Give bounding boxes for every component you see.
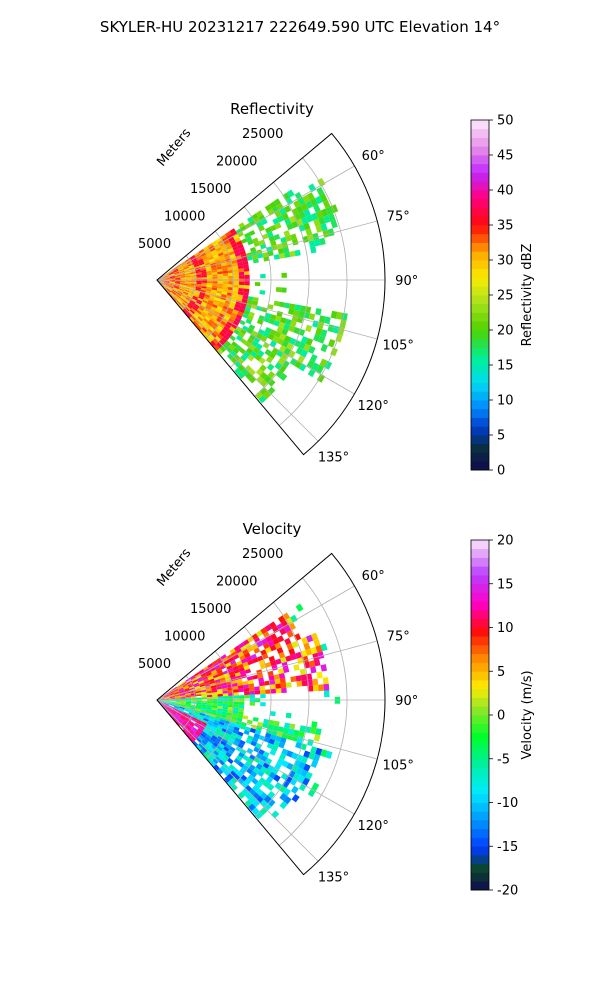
azimuth-tick-label: 135° xyxy=(318,451,349,466)
velocity-field xyxy=(158,603,341,820)
polar-grid xyxy=(156,157,385,442)
colorbar-tick-label: 20 xyxy=(497,534,514,549)
azimuth-spoke xyxy=(156,220,378,281)
range-tick-label: 20000 xyxy=(216,155,257,170)
colorbar-gradient xyxy=(471,120,489,471)
colorbar-tick-label: -15 xyxy=(497,840,518,855)
colorbar-tick-label: 20 xyxy=(497,324,514,339)
reflectivity-panel: 60° 75° 90° 105° 120° 135° 5000 10000 15000 20000… xyxy=(138,100,418,466)
colorbar-tick-label: 10 xyxy=(497,394,514,409)
colorbar-tick-label: 5 xyxy=(497,665,505,680)
range-tick-label: 5000 xyxy=(138,237,171,252)
range-ring xyxy=(254,602,310,817)
azimuth-tick-label: 105° xyxy=(383,339,414,354)
colorbar-label: Reflectivity dBZ xyxy=(520,244,535,347)
azimuth-tick-label: 90° xyxy=(395,694,418,709)
colorbar-tick-label: -20 xyxy=(497,884,518,899)
colorbar-tick-label: 40 xyxy=(497,184,514,199)
range-ring xyxy=(205,650,234,759)
colorbar-tick-label: 10 xyxy=(497,621,514,636)
colorbar-label: Velocity (m/s) xyxy=(520,670,535,759)
reflectivity-field xyxy=(158,177,348,404)
range-ring xyxy=(278,157,348,426)
colorbar-tick-label: -5 xyxy=(497,752,510,767)
range-ring xyxy=(230,206,272,368)
colorbar-tick-label: 5 xyxy=(497,429,505,444)
range-ring xyxy=(230,626,272,788)
azimuth-tick-label: 105° xyxy=(383,759,414,774)
sector-frame xyxy=(156,552,386,876)
colorbar-tick-label: 0 xyxy=(497,464,505,479)
panel-title: Reflectivity xyxy=(230,100,314,118)
radial-axis-label: Meters xyxy=(154,546,194,590)
velocity-panel: 60° 75° 90° 105° 120° 135° 5000 10000 15000 20000… xyxy=(138,520,418,886)
range-tick-label: 25000 xyxy=(242,547,283,562)
range-tick-label: 5000 xyxy=(138,657,171,672)
azimuth-spoke xyxy=(156,165,355,281)
colorbar-tick-label: 15 xyxy=(497,359,514,374)
colorbar-gradient xyxy=(471,540,489,891)
range-ring xyxy=(205,230,234,339)
azimuth-spoke xyxy=(156,279,355,395)
azimuth-tick-label: 120° xyxy=(358,819,389,834)
azimuth-tick-label: 90° xyxy=(395,274,418,289)
azimuth-spoke xyxy=(156,699,319,862)
colorbar-tick-label: 35 xyxy=(497,219,514,234)
azimuth-tick-label: 60° xyxy=(362,149,385,164)
reflectivity-colorbar: 0 5 10 15 20 25 30 35 40 45 50 Reflectivity dBZ xyxy=(470,114,535,479)
range-tick-label: 15000 xyxy=(190,602,231,617)
azimuth-spoke xyxy=(156,699,378,760)
azimuth-spoke xyxy=(156,279,378,340)
azimuth-spoke xyxy=(156,640,378,701)
range-tick-label: 15000 xyxy=(190,182,231,197)
range-tick-label: 10000 xyxy=(164,210,205,225)
range-tick-label: 25000 xyxy=(242,127,283,142)
range-ring xyxy=(278,577,348,846)
azimuth-tick-label: 75° xyxy=(387,209,410,224)
colorbar-tick-label: 0 xyxy=(497,709,505,724)
polar-grid xyxy=(156,577,385,862)
range-ring xyxy=(254,182,310,397)
azimuth-tick-label: 75° xyxy=(387,629,410,644)
velocity-colorbar: -20 -15 -10 -5 0 5 10 15 20 Velocity (m/s) xyxy=(470,534,535,899)
colorbar-tick-label: 30 xyxy=(497,254,514,269)
azimuth-tick-label: 135° xyxy=(318,871,349,886)
figure-suptitle: SKYLER-HU 20231217 222649.590 UTC Elevat… xyxy=(100,18,500,36)
sector-frame xyxy=(156,132,386,456)
range-tick-label: 10000 xyxy=(164,630,205,645)
azimuth-spoke xyxy=(156,585,355,701)
colorbar-tick-label: 45 xyxy=(497,149,514,164)
radial-axis-label: Meters xyxy=(154,126,194,170)
panel-title: Velocity xyxy=(243,520,302,538)
colorbar-tick-label: 15 xyxy=(497,577,514,592)
azimuth-spoke xyxy=(156,279,319,442)
colorbar-tick-label: 25 xyxy=(497,289,514,304)
azimuth-tick-label: 120° xyxy=(358,399,389,414)
colorbar-tick-label: 50 xyxy=(497,114,514,129)
azimuth-tick-label: 60° xyxy=(362,569,385,584)
colorbar-tick-label: -10 xyxy=(497,796,518,811)
range-tick-label: 20000 xyxy=(216,575,257,590)
azimuth-spoke xyxy=(156,699,355,815)
